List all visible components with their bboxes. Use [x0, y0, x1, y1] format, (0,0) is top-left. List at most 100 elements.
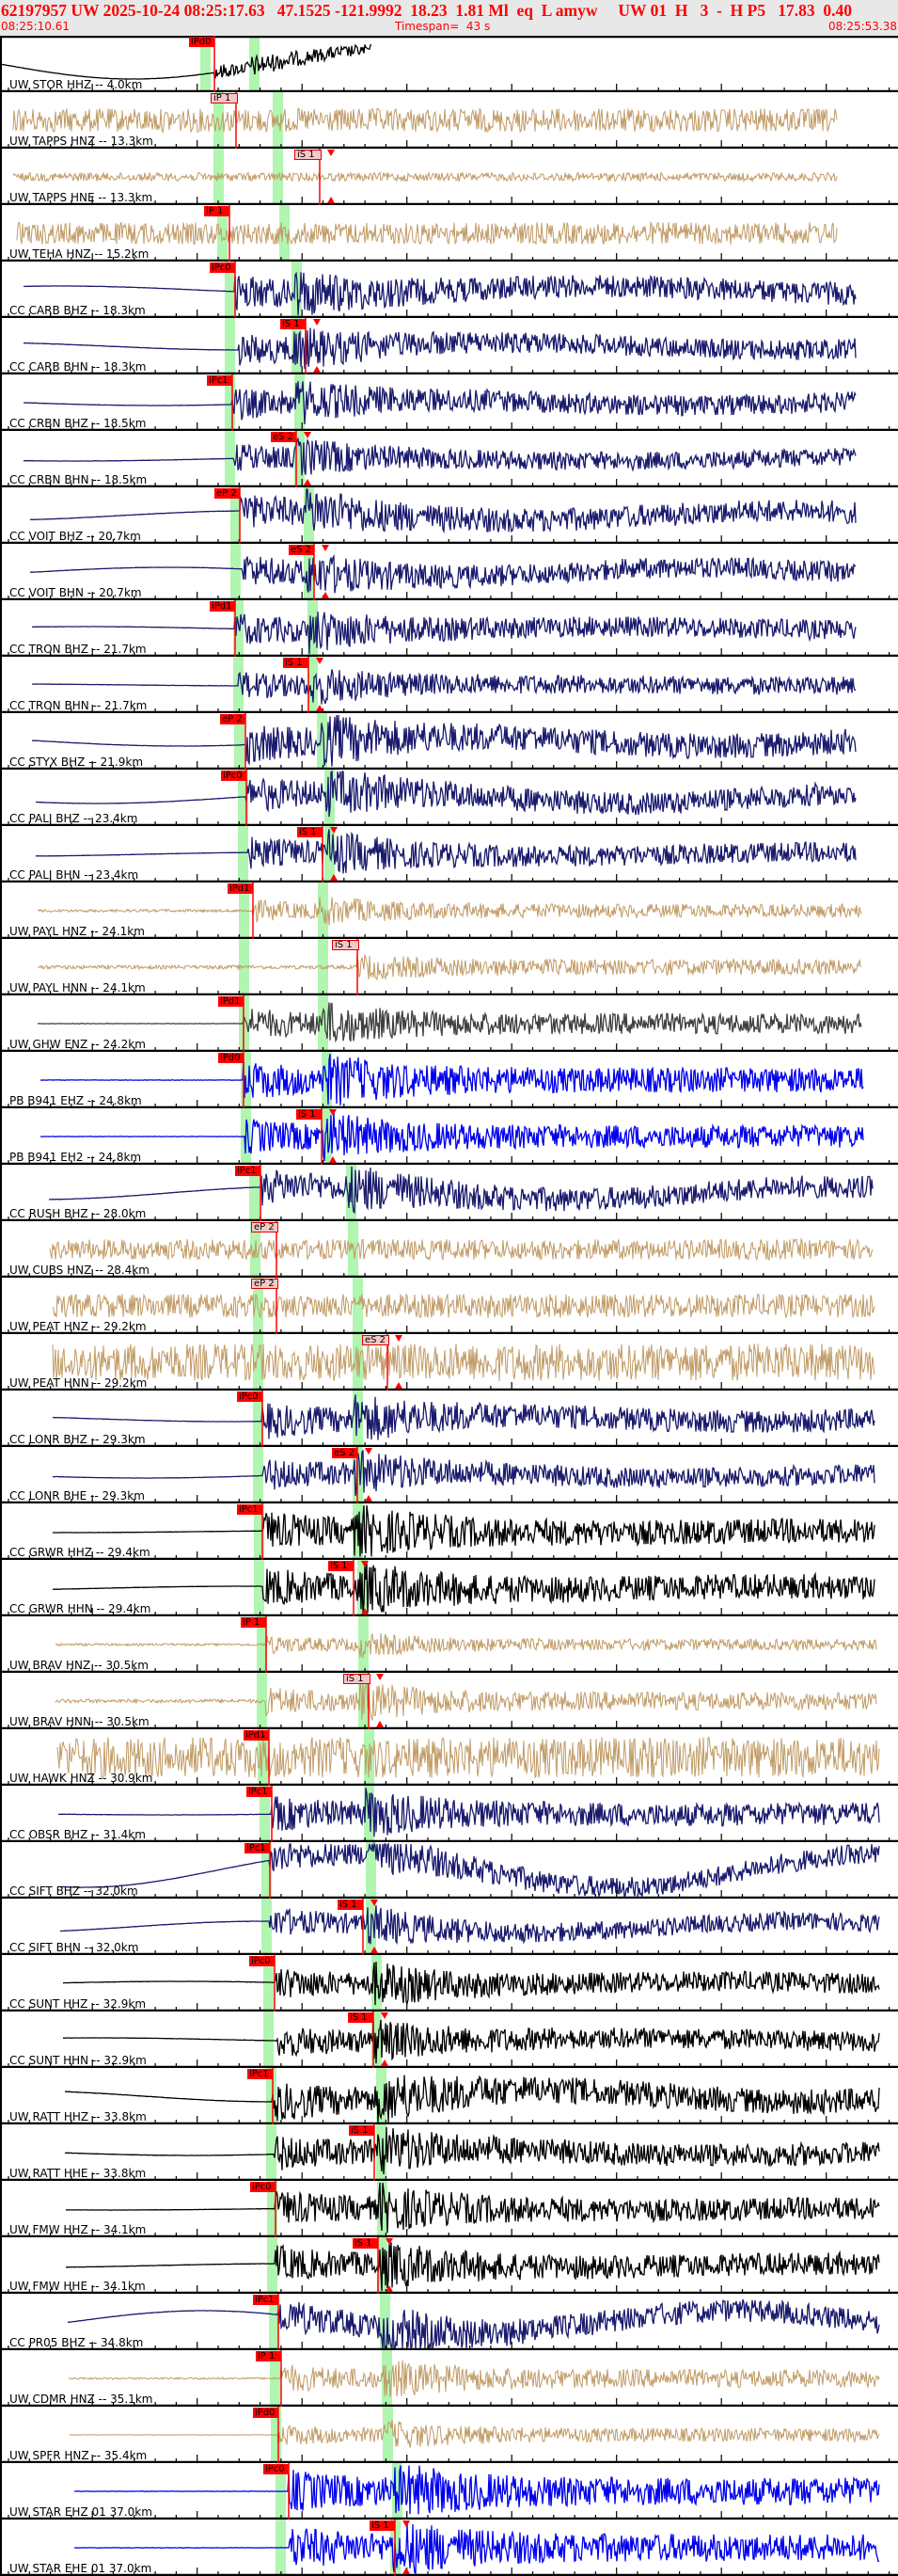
trace-row[interactable]: iS 1 CC PALI BHN -- 23.4km — [0, 826, 898, 883]
trace-row[interactable]: iPc1 CC OBSR BHZ -- 31.4km — [0, 1786, 898, 1842]
pick-label[interactable]: iPd1 — [244, 1730, 269, 1741]
waveform-plot[interactable] — [0, 1447, 898, 1503]
trace-row[interactable]: iPc1 UW RATT HHZ -- 33.8km — [0, 2068, 898, 2124]
pick-label[interactable]: iPd0 — [189, 37, 214, 47]
trace-row[interactable]: iPc0 CC PALI BHZ -- 23.4km — [0, 770, 898, 826]
pick-label[interactable]: iPc0 — [249, 1956, 275, 1966]
waveform-plot[interactable] — [0, 883, 898, 939]
pick-label[interactable]: iS 1 — [283, 658, 308, 668]
waveform-plot[interactable] — [0, 149, 898, 205]
pick-label[interactable]: iPc1 — [207, 375, 232, 386]
pick-label[interactable]: iS 1 — [297, 827, 323, 837]
trace-row[interactable]: iS 1 PB B941 EH2 -- 24.8km — [0, 1108, 898, 1165]
pick-label[interactable]: iS 1 — [370, 2520, 395, 2531]
trace-row[interactable]: eP 2 UW CUBS HNZ -- 28.4km — [0, 1221, 898, 1278]
waveform-plot[interactable] — [0, 1108, 898, 1165]
waveform-plot[interactable] — [0, 1899, 898, 1955]
trace-row[interactable]: iPd1 UW HAWK HNZ -- 30.9km — [0, 1729, 898, 1786]
waveform-plot[interactable] — [0, 657, 898, 713]
waveform-plot[interactable] — [0, 2012, 898, 2068]
waveform-plot[interactable] — [0, 939, 898, 995]
pick-label[interactable]: eP 2 — [214, 488, 240, 499]
trace-row[interactable]: iPc0 UW STAR EHZ 01 37.0km — [0, 2463, 898, 2520]
pick-label[interactable]: iPc0 — [237, 1391, 262, 1402]
trace-row[interactable]: iPc0 UW FMW HHZ -- 34.1km — [0, 2181, 898, 2237]
trace-row[interactable]: iPc0 CC CARB BHZ -- 18.3km — [0, 262, 898, 318]
waveform-plot[interactable] — [0, 262, 898, 318]
waveform-plot[interactable] — [0, 770, 898, 826]
waveform-plot[interactable] — [0, 1842, 898, 1899]
pick-label[interactable]: iS 1 — [338, 1900, 363, 1910]
waveform-plot[interactable] — [0, 2124, 898, 2181]
pick-label[interactable]: iPc1 — [253, 2295, 278, 2305]
waveform-plot[interactable] — [0, 2181, 898, 2237]
pick-label[interactable]: iPd1 — [218, 996, 244, 1007]
waveform-plot[interactable] — [0, 431, 898, 487]
waveform-plot[interactable] — [0, 1503, 898, 1560]
trace-row[interactable]: eS 2 CC VOIT BHN -- 20.7km — [0, 544, 898, 600]
trace-row[interactable]: eP 2 CC VOIT BHZ -- 20.7km — [0, 487, 898, 544]
pick-label[interactable]: iS 1 — [348, 2012, 373, 2023]
waveform-plot[interactable] — [0, 1278, 898, 1334]
waveform-plot[interactable] — [0, 713, 898, 770]
pick-label[interactable]: eP 2 — [251, 1279, 278, 1289]
pick-label[interactable]: eP 2 — [251, 1222, 278, 1232]
waveform-plot[interactable] — [0, 487, 898, 544]
trace-row[interactable]: iS 1 UW BRAV HNN -- 30.5km — [0, 1673, 898, 1729]
waveform-plot[interactable] — [0, 1729, 898, 1786]
waveform-plot[interactable] — [0, 1786, 898, 1842]
waveform-plot[interactable] — [0, 995, 898, 1052]
pick-label[interactable]: iPc1 — [235, 1166, 260, 1176]
trace-row[interactable]: iS 1 CC SUNT HHN -- 32.9km — [0, 2012, 898, 2068]
pick-label[interactable]: iPc0 — [221, 771, 246, 781]
waveform-plot[interactable] — [0, 205, 898, 262]
pick-label[interactable]: iS 1 — [328, 1561, 354, 1571]
trace-row[interactable]: iS 1 CC GRWR HHN -- 29.4km — [0, 1560, 898, 1616]
pick-label[interactable]: iS 1 — [349, 2125, 374, 2136]
trace-row[interactable]: eS 2 UW PEAT HNN -- 29.2km — [0, 1334, 898, 1391]
pick-label[interactable]: iS 1 — [332, 940, 359, 950]
trace-row[interactable]: iP 1 UW TEHA HNZ -- 15.2km — [0, 205, 898, 262]
pick-label[interactable]: iPd1 — [210, 601, 235, 612]
pick-label[interactable]: iS 1 — [353, 2238, 378, 2249]
pick-label[interactable]: eS 2 — [332, 1448, 357, 1458]
trace-row[interactable]: iS 1 CC TRON BHN -- 21.7km — [0, 657, 898, 713]
pick-label[interactable]: iP 1 — [256, 2351, 281, 2361]
trace-row[interactable]: iPd1 UW GHW ENZ -- 24.2km — [0, 995, 898, 1052]
pick-label[interactable]: iP 1 — [211, 93, 238, 103]
pick-label[interactable]: eS 2 — [289, 545, 314, 555]
pick-label[interactable]: iPc1 — [246, 1787, 272, 1797]
trace-row[interactable]: iPc1 CC GRWR HHZ -- 29.4km — [0, 1503, 898, 1560]
trace-row[interactable]: eP 2 CC STYX BHZ -- 21.9km — [0, 713, 898, 770]
trace-row[interactable]: iS 1 UW PAYL HNN -- 24.1km — [0, 939, 898, 995]
trace-row[interactable]: iPd0 PB B941 EHZ -- 24.8km — [0, 1052, 898, 1108]
pick-label[interactable]: iPc1 — [237, 1504, 262, 1515]
trace-row[interactable]: iP 1 UW BRAV HNZ -- 30.5km — [0, 1616, 898, 1673]
trace-row[interactable]: iS 1 UW TAPPS HNE -- 13.3km — [0, 149, 898, 205]
trace-row[interactable]: iPd0 UW SPFR HNZ -- 35.4km — [0, 2407, 898, 2463]
waveform-plot[interactable] — [0, 544, 898, 600]
pick-label[interactable]: iP 1 — [204, 206, 229, 216]
pick-label[interactable]: iPc0 — [263, 2464, 289, 2474]
trace-row[interactable]: iPc1 CC SIFT BHZ -- 32.0km — [0, 1842, 898, 1899]
trace-row[interactable]: eP 2 UW PEAT HNZ -- 29.2km — [0, 1278, 898, 1334]
trace-row[interactable]: eS 2 CC CRBN BHN -- 18.5km — [0, 431, 898, 487]
pick-label[interactable]: iPc1 — [244, 1843, 270, 1853]
waveform-plot[interactable] — [0, 318, 898, 374]
trace-row[interactable]: iPd1 CC TRON BHZ -- 21.7km — [0, 600, 898, 657]
pick-label[interactable]: eS 2 — [362, 1335, 389, 1345]
waveform-plot[interactable] — [0, 826, 898, 883]
waveform-plot[interactable] — [0, 2350, 898, 2407]
trace-row[interactable]: iS 1 UW RATT HHE -- 33.8km — [0, 2124, 898, 2181]
trace-row[interactable]: iS 1 CC CARB BHN -- 18.3km — [0, 318, 898, 374]
waveform-plot[interactable] — [0, 1334, 898, 1391]
trace-row[interactable]: iPc1 CC PR05 BHZ -- 34.8km — [0, 2294, 898, 2350]
trace-row[interactable]: iP 1 UW TAPPS HNZ -- 13.3km — [0, 92, 898, 149]
pick-label[interactable]: iS 1 — [294, 150, 322, 160]
pick-label[interactable]: iS 1 — [280, 319, 306, 329]
trace-row[interactable]: iS 1 CC SIFT BHN -- 32.0km — [0, 1899, 898, 1955]
pick-label[interactable]: iP 1 — [241, 1617, 266, 1628]
trace-row[interactable]: iPd0 UW STOR HHZ -- 4.0km — [0, 36, 898, 92]
pick-label[interactable]: eP 2 — [220, 714, 245, 724]
trace-row[interactable]: iPd1 UW PAYL HNZ -- 24.1km — [0, 883, 898, 939]
